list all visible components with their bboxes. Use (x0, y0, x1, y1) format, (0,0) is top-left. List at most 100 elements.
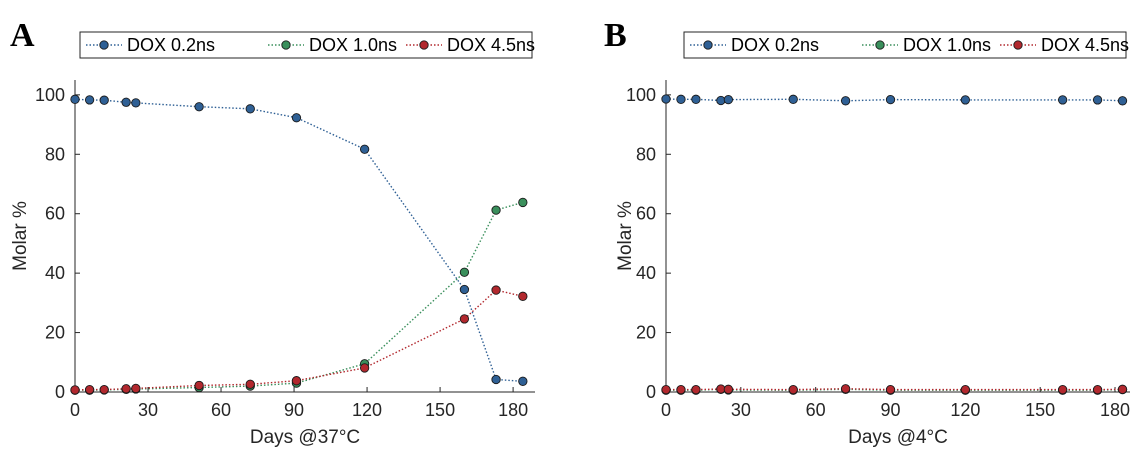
legend-label: DOX 1.0ns (903, 35, 991, 55)
data-point (691, 94, 701, 104)
y-tick-label: 20 (45, 323, 65, 343)
series-line (74, 289, 523, 391)
data-point (960, 384, 971, 395)
data-point (723, 94, 734, 105)
data-point (131, 383, 141, 394)
data-point (840, 384, 851, 394)
y-tick-label: 60 (45, 204, 65, 224)
legend-marker (1013, 40, 1023, 50)
data-point (691, 384, 701, 395)
x-tick-label: 120 (950, 400, 980, 420)
data-point (1092, 384, 1103, 395)
data-point (788, 94, 798, 104)
series-dox-4-5ns (661, 384, 1128, 395)
y-axis-label: Molar % (10, 201, 31, 271)
data-point (359, 144, 370, 154)
data-point (1057, 384, 1068, 395)
chart-panel-b: B 0 30 60 90 120 150 180 0 20 40 60 80 100 Days @4°C Mo… (604, 17, 1130, 448)
y-axis-label: Molar % (615, 201, 636, 271)
x-tick-label: 90 (881, 400, 901, 420)
x-tick-label: 60 (211, 400, 231, 420)
data-point (518, 291, 528, 301)
data-point (661, 384, 671, 395)
data-point (885, 384, 896, 395)
data-point (459, 284, 470, 295)
y-tick-label: 100 (626, 85, 656, 105)
data-point (491, 285, 501, 295)
legend-box (683, 31, 1127, 59)
x-tick-label: 180 (1100, 400, 1130, 420)
legend-marker (99, 40, 109, 50)
data-point (70, 385, 80, 395)
data-point (194, 102, 204, 112)
data-point (245, 104, 255, 114)
data-point (661, 94, 671, 104)
legend-label: DOX 0.2ns (127, 35, 215, 55)
x-tick-label: 180 (498, 400, 528, 420)
y-tick-label: 40 (636, 263, 656, 283)
x-tick-label: 120 (352, 400, 382, 420)
data-point (491, 205, 501, 215)
data-point (676, 94, 686, 104)
panel-letter: A (10, 17, 35, 54)
legend-label: DOX 1.0ns (309, 35, 397, 55)
data-point (121, 97, 131, 107)
data-point (194, 380, 204, 391)
data-point (291, 113, 302, 123)
y-tick-label: 0 (55, 382, 65, 402)
data-point (840, 96, 851, 106)
data-point (1117, 96, 1128, 106)
legend: DOX 0.2ns DOX 1.0ns DOX 4.5ns (79, 31, 535, 59)
series-dox-0-2ns (70, 94, 528, 386)
data-point (359, 363, 370, 373)
data-point (676, 384, 686, 395)
x-axis-label: Days @4°C (848, 427, 948, 448)
legend-label: DOX 4.5ns (1041, 35, 1129, 55)
data-point (788, 384, 798, 395)
series-dox-0-2ns (661, 94, 1128, 106)
data-point (99, 384, 109, 395)
y-tick-label: 40 (45, 263, 65, 283)
x-axis-label: Days @37°C (250, 427, 360, 448)
series-dox-1-0ns (70, 197, 528, 395)
x-tick-label: 150 (1025, 400, 1055, 420)
x-tick-label: 30 (138, 400, 158, 420)
legend-marker (875, 40, 885, 50)
series-line (75, 201, 523, 391)
data-point (245, 379, 255, 389)
legend-marker (703, 40, 713, 50)
y-tick-label: 100 (35, 85, 65, 105)
data-point (459, 267, 470, 277)
chart-panel-a: A 0 30 60 90 120 150 180 0 20 40 60 80 100 Days @37°C M… (10, 17, 535, 448)
data-point (960, 95, 971, 105)
data-point (99, 95, 109, 105)
data-point (491, 374, 501, 385)
data-point (84, 384, 95, 395)
legend-label: DOX 4.5ns (447, 35, 535, 55)
y-tick-label: 20 (636, 323, 656, 343)
series-line (74, 98, 523, 382)
data-point (518, 197, 528, 208)
y-tick-label: 80 (636, 144, 656, 164)
data-point (518, 376, 528, 386)
x-tick-label: 90 (284, 400, 304, 420)
x-tick-label: 30 (731, 400, 751, 420)
data-point (723, 384, 734, 394)
legend-marker (419, 40, 429, 50)
x-tick-label: 0 (661, 400, 671, 420)
panel-letter: B (604, 17, 627, 54)
series-dox-4-5ns (70, 285, 528, 395)
data-point (1117, 384, 1128, 394)
y-tick-label: 80 (45, 144, 65, 164)
data-point (885, 94, 896, 105)
x-tick-label: 60 (806, 400, 826, 420)
legend-marker (281, 40, 291, 50)
data-point (84, 95, 95, 105)
data-point (459, 314, 470, 324)
x-tick-label: 150 (425, 400, 455, 420)
data-point (1057, 95, 1068, 105)
y-tick-label: 0 (646, 382, 656, 402)
data-point (70, 94, 80, 104)
data-point (1092, 95, 1103, 105)
